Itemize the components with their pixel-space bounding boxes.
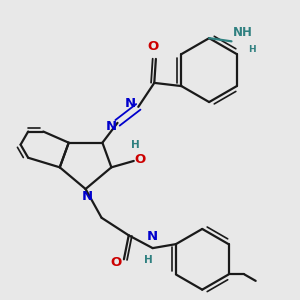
Text: H: H (131, 140, 140, 150)
Text: O: O (110, 256, 122, 269)
Text: N: N (106, 119, 117, 133)
Text: H: H (248, 44, 256, 53)
Text: N: N (147, 230, 158, 243)
Text: O: O (147, 40, 158, 52)
Text: NH: NH (233, 26, 253, 39)
Text: O: O (134, 153, 145, 166)
Text: N: N (82, 190, 93, 203)
Text: N: N (125, 97, 136, 110)
Text: H: H (145, 254, 153, 265)
